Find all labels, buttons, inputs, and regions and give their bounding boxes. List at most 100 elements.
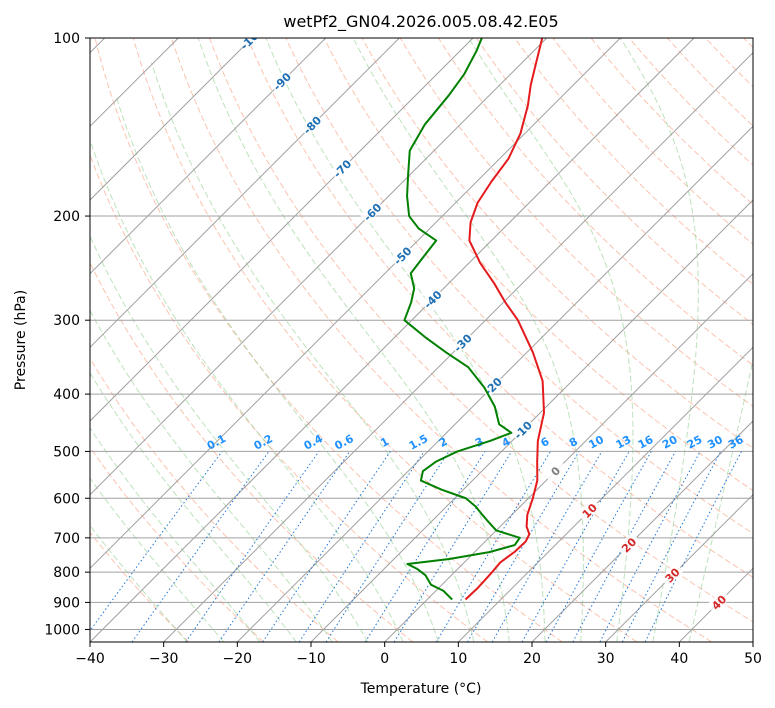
dry-adiabat [132,38,638,642]
moist-adiabat [688,357,753,642]
mixing-ratio-line [131,451,270,642]
moist-adiabat [115,95,439,642]
isotherm-line [310,199,753,642]
mixing-ratio-line [644,451,742,642]
mixing-ratio-line [393,451,513,642]
moist-adiabat [90,524,188,642]
dry-adiabat [514,38,753,285]
y-tick-label: 500 [53,444,80,460]
mixing-ratio-line [298,451,425,642]
mixing-ratio-label: 10 [586,433,606,452]
dry-adiabat [90,357,339,642]
dry-adiabat [90,261,414,642]
isotherm-line [90,38,400,349]
isotherm-line [236,125,753,642]
mixing-ratio-line [262,451,391,642]
dry-adiabat [323,38,753,492]
x-tick-label: −40 [75,651,105,667]
isotherm-label-bg [359,199,384,224]
isotherm-label-bg [542,458,567,483]
y-tick-label: 400 [53,387,80,403]
mixing-ratio-label: 36 [726,433,746,452]
moist-adiabat [352,38,584,642]
y-tick-label: 1000 [44,622,80,638]
isotherm-line [90,38,621,570]
moist-adiabat [151,62,475,642]
moist-adiabat [620,38,699,642]
isotherm-label-bg [510,417,535,442]
x-axis-label: Temperature (°C) [360,681,482,697]
x-tick-label: 0 [380,651,389,667]
isotherm-label-bg [239,38,264,50]
mixing-ratio-line [599,451,701,642]
x-tick-label: −10 [296,651,326,667]
profile-lines [403,38,546,601]
mixing-ratio-line [491,451,603,642]
dry-adiabat [94,38,563,642]
y-tick-label: 100 [53,31,80,47]
x-tick-label: 40 [670,651,688,667]
dry-adiabat [438,38,753,366]
moist-adiabat [90,427,261,642]
mixing-ratio-label: 25 [685,433,705,452]
isotherm-line [457,346,753,642]
isotherm-label-bg [269,68,294,93]
dry-adiabat [247,38,753,578]
plot-frame [89,37,754,643]
y-tick-label: 200 [53,209,80,225]
isotherm-label-bg [616,532,641,557]
dry-adiabat [90,153,488,642]
isotherm-label-bg [706,589,731,614]
x-tick-label: −20 [223,651,253,667]
plot-area [90,38,753,642]
axes: −40 −30 −20 −10 0 10 20 30 40 50 100 200 300 400 500 60… [44,31,762,667]
isotherm-label-bg [299,112,324,137]
isotherm-line [90,38,695,642]
dry-adiabat [285,38,753,535]
mixing-ratio-label: 13 [614,433,634,452]
x-tick-label: 30 [597,651,615,667]
dewpoint-profile-line [403,38,521,601]
mixing-ratio-line [621,451,722,642]
dry-adiabat [552,38,753,245]
mixing-ratio-line [545,451,652,642]
dry-adiabat [90,531,190,642]
chart-title: wetPf2_GN04.2026.005.08.42.E05 [283,12,558,32]
isotherm-line [90,38,548,496]
isotherm-line [384,272,753,642]
isotherm-line [90,38,474,422]
moist-adiabat [90,477,225,642]
mixing-ratio-line [364,451,486,642]
isotherm-label-bg [659,562,684,587]
mixing-ratio-line [521,451,630,642]
mixing-ratio-label: 20 [660,433,680,452]
moist-adiabat [90,309,333,642]
mixing-ratio-line [325,451,450,642]
mixing-ratio-label: 16 [636,433,656,452]
background-lines [90,38,753,642]
isotherm-label-bg [329,155,354,180]
x-tick-label: 20 [523,651,541,667]
x-tick-label: 10 [449,651,467,667]
isotherm-line [90,38,327,275]
y-tick-label: 300 [53,313,80,329]
y-tick-label: 900 [53,595,80,611]
dry-adiabat [399,38,753,408]
mixing-ratio-line [572,451,676,642]
x-tick-label: 50 [744,651,762,667]
isotherm-label-bg [389,243,414,268]
isotherm-label-bg [576,498,601,523]
temperature-profile-line [464,38,546,601]
y-tick-label: 600 [53,491,80,507]
y-axis-label: Pressure (hPa) [13,290,29,390]
isotherm-line [90,38,253,201]
y-tick-label: 800 [53,565,80,581]
y-tick-label: 700 [53,531,80,547]
moist-adiabat [90,371,297,642]
dry-adiabat [590,38,753,206]
mixing-ratio-line [90,451,223,632]
mixing-ratio-label: 30 [705,433,725,452]
isotherm-label-bg [450,330,475,355]
isotherm-line [605,493,753,642]
